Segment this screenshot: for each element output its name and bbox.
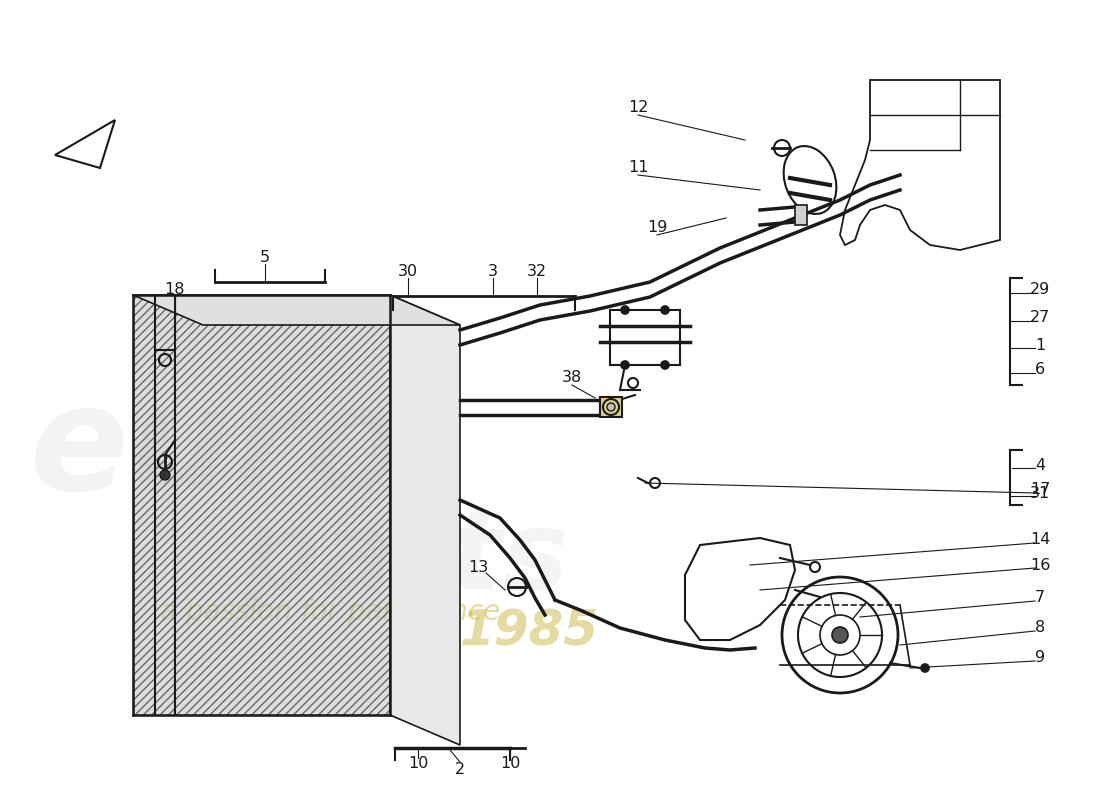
Text: a passion for parts since: a passion for parts since [160, 598, 501, 626]
Text: 32: 32 [527, 265, 547, 279]
Text: 27: 27 [1030, 310, 1050, 326]
Text: euro: euro [30, 379, 405, 520]
Text: 2: 2 [455, 762, 465, 778]
Bar [600, 397, 621, 417]
Text: 10: 10 [408, 757, 428, 771]
Text: 5: 5 [260, 250, 271, 266]
Text: 1: 1 [1035, 338, 1045, 353]
Text: 30: 30 [398, 265, 418, 279]
Text: 6: 6 [1035, 362, 1045, 378]
Text: 12: 12 [628, 101, 648, 115]
Text: 19: 19 [647, 221, 668, 235]
Text: 16: 16 [1030, 558, 1050, 573]
Text: 14: 14 [1030, 533, 1050, 547]
Text: 11: 11 [628, 161, 648, 175]
Text: 10: 10 [499, 757, 520, 771]
Circle shape [160, 470, 170, 480]
Circle shape [621, 306, 629, 314]
Text: 9: 9 [1035, 650, 1045, 666]
Text: 29: 29 [1030, 282, 1050, 298]
Polygon shape [133, 295, 460, 325]
Circle shape [832, 627, 848, 643]
Text: 1985: 1985 [460, 607, 600, 655]
Text: 7: 7 [1035, 590, 1045, 606]
Text: 38: 38 [562, 370, 582, 386]
Text: parts: parts [240, 506, 569, 613]
Text: 8: 8 [1035, 621, 1045, 635]
Circle shape [661, 306, 669, 314]
Text: 3: 3 [488, 265, 498, 279]
Circle shape [921, 664, 929, 672]
Polygon shape [133, 295, 390, 715]
Text: 4: 4 [1035, 458, 1045, 473]
Text: 18: 18 [165, 282, 185, 298]
Text: 17: 17 [1030, 482, 1050, 498]
Circle shape [607, 403, 615, 411]
Bar [795, 205, 807, 225]
Circle shape [661, 361, 669, 369]
Circle shape [621, 361, 629, 369]
Polygon shape [390, 295, 460, 745]
Text: 13: 13 [468, 559, 488, 574]
Text: 31: 31 [1030, 486, 1050, 501]
